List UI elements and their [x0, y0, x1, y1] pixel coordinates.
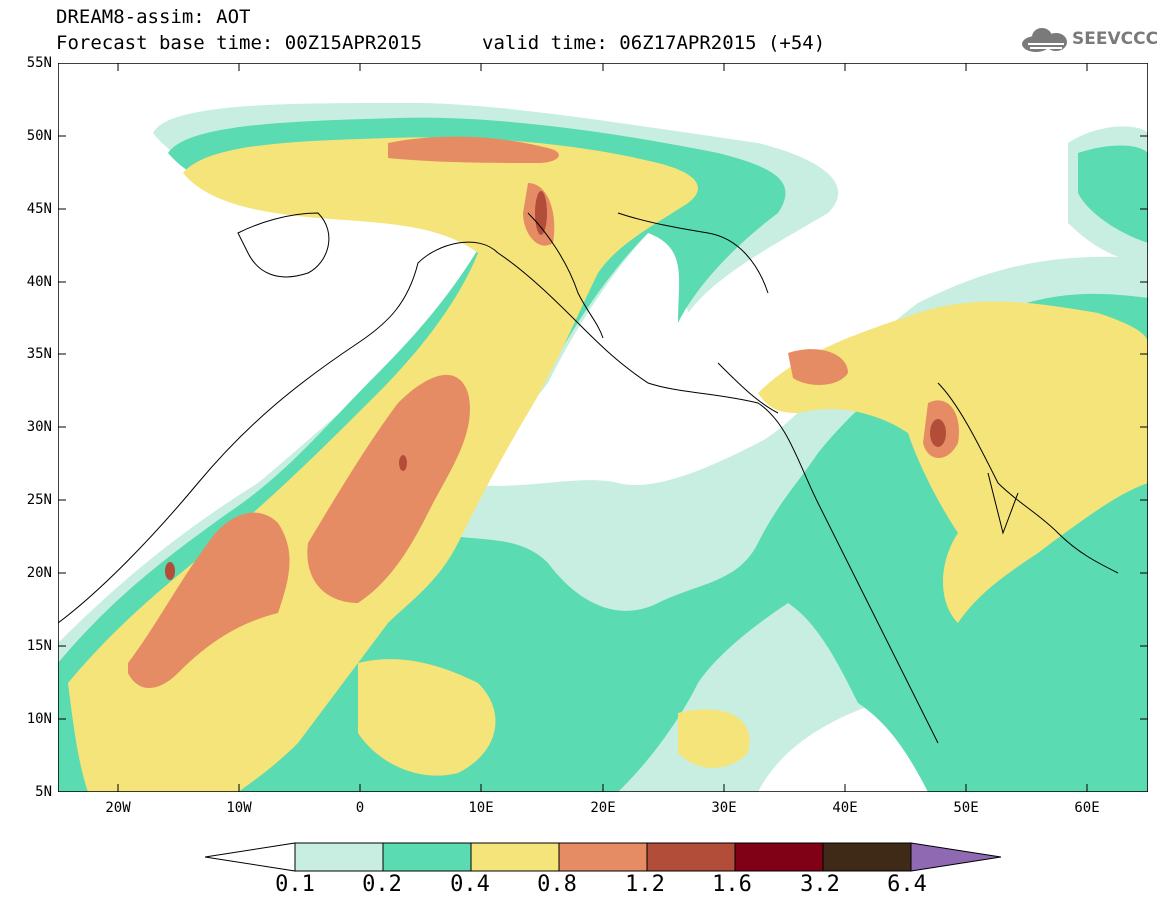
legend-swatch: [382, 842, 472, 872]
aot-band-0.8: [128, 136, 959, 688]
legend-label: 0.8: [537, 872, 577, 897]
lon-label: 20E: [590, 800, 616, 816]
lon-label: 40E: [832, 800, 858, 816]
seevccc-logo: [1022, 28, 1067, 52]
axis-ticks: [58, 63, 1148, 792]
legend-swatch: [294, 842, 384, 872]
cloud-icon: [1022, 28, 1067, 52]
legend-swatch: [470, 842, 560, 872]
base-time-label: Forecast base time: 00Z15APR2015: [56, 32, 423, 54]
legend-swatch: [910, 842, 1001, 872]
legend-label: 3.2: [800, 872, 840, 897]
lon-label: 10W: [226, 800, 252, 816]
legend-label: 1.6: [712, 872, 752, 897]
lat-label: 25N: [26, 492, 52, 508]
lon-label: 0: [355, 800, 365, 816]
lon-label: 30E: [711, 800, 737, 816]
lon-label: 60E: [1074, 800, 1100, 816]
lon-label: 20W: [105, 800, 131, 816]
lat-label: 55N: [26, 55, 52, 71]
legend-label: 0.1: [275, 872, 315, 897]
lon-label: 10E: [468, 800, 494, 816]
aot-map: [58, 63, 1148, 792]
logo-text: SEEVCCC: [1072, 29, 1159, 49]
lon-label: 50E: [953, 800, 979, 816]
legend-swatch: [558, 842, 648, 872]
lat-label: 15N: [26, 638, 52, 654]
valid-time-label: valid time: 06Z17APR2015 (+54): [482, 32, 826, 54]
legend-swatch: [646, 842, 736, 872]
legend-label: 1.2: [625, 872, 665, 897]
lat-label: 5N: [35, 784, 52, 800]
legend-label: 6.4: [887, 872, 927, 897]
lat-label: 20N: [26, 565, 52, 581]
aot-legend: [205, 842, 1001, 872]
lat-label: 50N: [26, 128, 52, 144]
legend-swatch: [822, 842, 912, 872]
lat-label: 10N: [26, 711, 52, 727]
legend-label: 0.4: [450, 872, 490, 897]
coastlines: [58, 212, 1119, 744]
legend-swatch: [734, 842, 824, 872]
legend-swatch: [205, 842, 296, 872]
lat-label: 45N: [26, 201, 52, 217]
lat-label: 30N: [26, 419, 52, 435]
lat-label: 35N: [26, 346, 52, 362]
map-title: DREAM8-assim: AOT: [56, 6, 251, 28]
lat-label: 40N: [26, 274, 52, 290]
legend-label: 0.2: [362, 872, 402, 897]
